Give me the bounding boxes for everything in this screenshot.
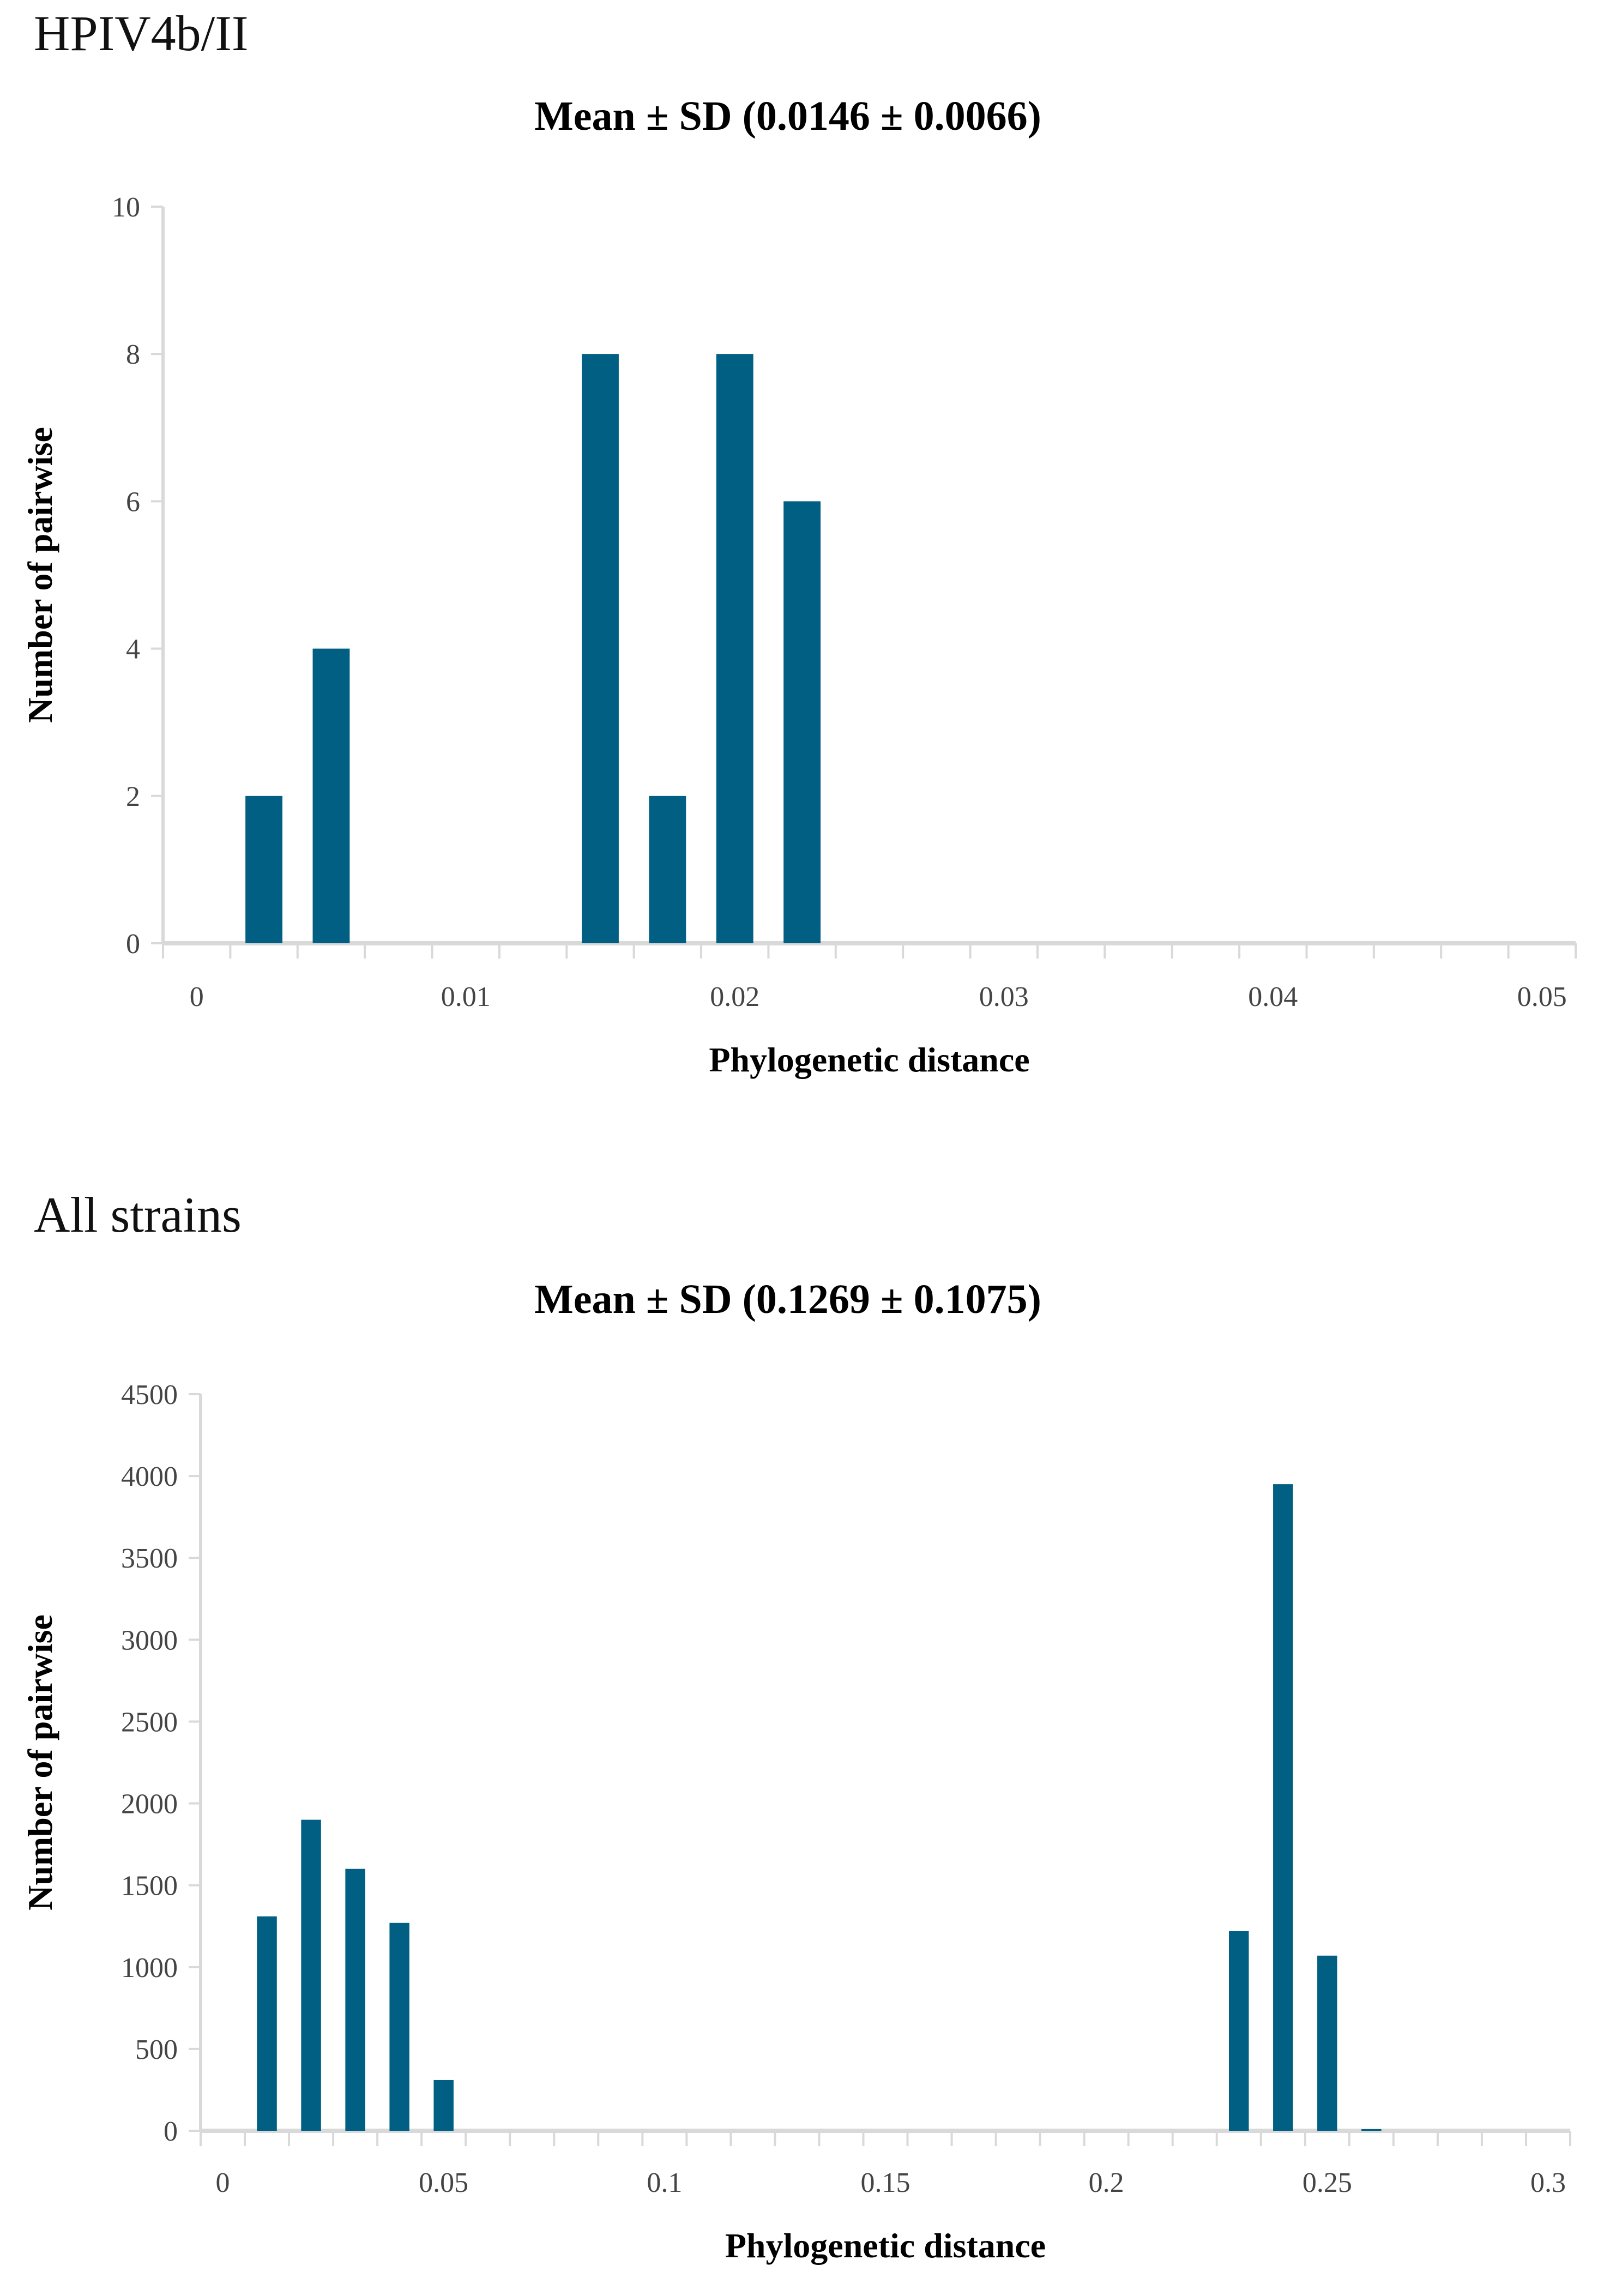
histogram-bar <box>433 2080 454 2131</box>
histogram-bar <box>1361 2129 1382 2131</box>
y-tick-label: 4 <box>126 634 140 665</box>
chart-title-all-strains: Mean ± SD (0.1269 ± 0.1075) <box>534 1276 1041 1322</box>
y-axis-title: Number of pairwise <box>21 427 59 723</box>
x-tick-label: 0.05 <box>419 2167 468 2198</box>
y-tick-label: 3500 <box>121 1543 178 1574</box>
y-tick-label: 10 <box>112 192 140 223</box>
x-tick-label: 0.25 <box>1303 2167 1352 2198</box>
histogram-bar <box>389 1923 409 2131</box>
x-tick-label: 0.02 <box>710 981 759 1013</box>
histogram-bar <box>245 796 283 943</box>
panel-label-hpiv4b: HPIV4b/II <box>34 5 249 61</box>
y-tick-label: 0 <box>164 2116 178 2147</box>
histogram-bar <box>649 796 686 943</box>
y-tick-label: 2500 <box>121 1707 178 1738</box>
y-tick-label: 2000 <box>121 1789 178 1820</box>
histogram-hpiv4b: 0 2 4 6 8 10 0 0.01 0.02 0.03 0.04 0.05 Phylogenetic… <box>0 0 1604 1118</box>
y-tick-label: 500 <box>135 2034 178 2065</box>
y-tick-label: 4500 <box>121 1379 178 1411</box>
x-tick-label: 0.01 <box>441 981 491 1013</box>
y-tick-label: 1000 <box>121 1952 178 1984</box>
x-axis-title: Phylogenetic distance <box>709 1040 1029 1079</box>
y-tick-label: 2 <box>126 781 140 812</box>
x-tick-label: 0.15 <box>861 2167 910 2198</box>
y-tick-label: 3000 <box>121 1625 178 1656</box>
x-tick-label: 0 <box>216 2167 230 2198</box>
histogram-bar <box>783 501 821 943</box>
histogram-bar <box>1317 1955 1337 2131</box>
y-tick-label: 6 <box>126 486 140 517</box>
x-tick-label: 0 <box>190 981 204 1013</box>
y-tick-label: 1500 <box>121 1871 178 1902</box>
x-tick-label: 0.1 <box>647 2167 682 2198</box>
y-tick-label: 0 <box>126 929 140 960</box>
y-axis-title: Number of pairwise <box>21 1614 59 1911</box>
x-tick-label: 0.05 <box>1517 981 1567 1013</box>
histogram-bar <box>716 354 753 944</box>
histogram-bar <box>1273 1484 1293 2131</box>
x-tick-label: 0.3 <box>1530 2167 1566 2198</box>
x-tick-label: 0.03 <box>979 981 1029 1013</box>
histogram-bar <box>312 648 350 943</box>
x-tick-label: 0.2 <box>1089 2167 1124 2198</box>
histogram-bar <box>345 1869 365 2131</box>
chart-title-hpiv4b: Mean ± SD (0.0146 ± 0.0066) <box>534 93 1041 139</box>
histogram-bar <box>1229 1931 1249 2131</box>
x-axis-title: Phylogenetic distance <box>725 2226 1046 2265</box>
x-tick-label: 0.04 <box>1248 981 1298 1013</box>
y-tick-label: 8 <box>126 339 140 370</box>
histogram-bar <box>582 354 619 944</box>
histogram-bar <box>301 1819 321 2131</box>
y-tick-label: 4000 <box>121 1461 178 1492</box>
panel-label-all-strains: All strains <box>34 1187 242 1243</box>
histogram-bar <box>257 1916 277 2131</box>
